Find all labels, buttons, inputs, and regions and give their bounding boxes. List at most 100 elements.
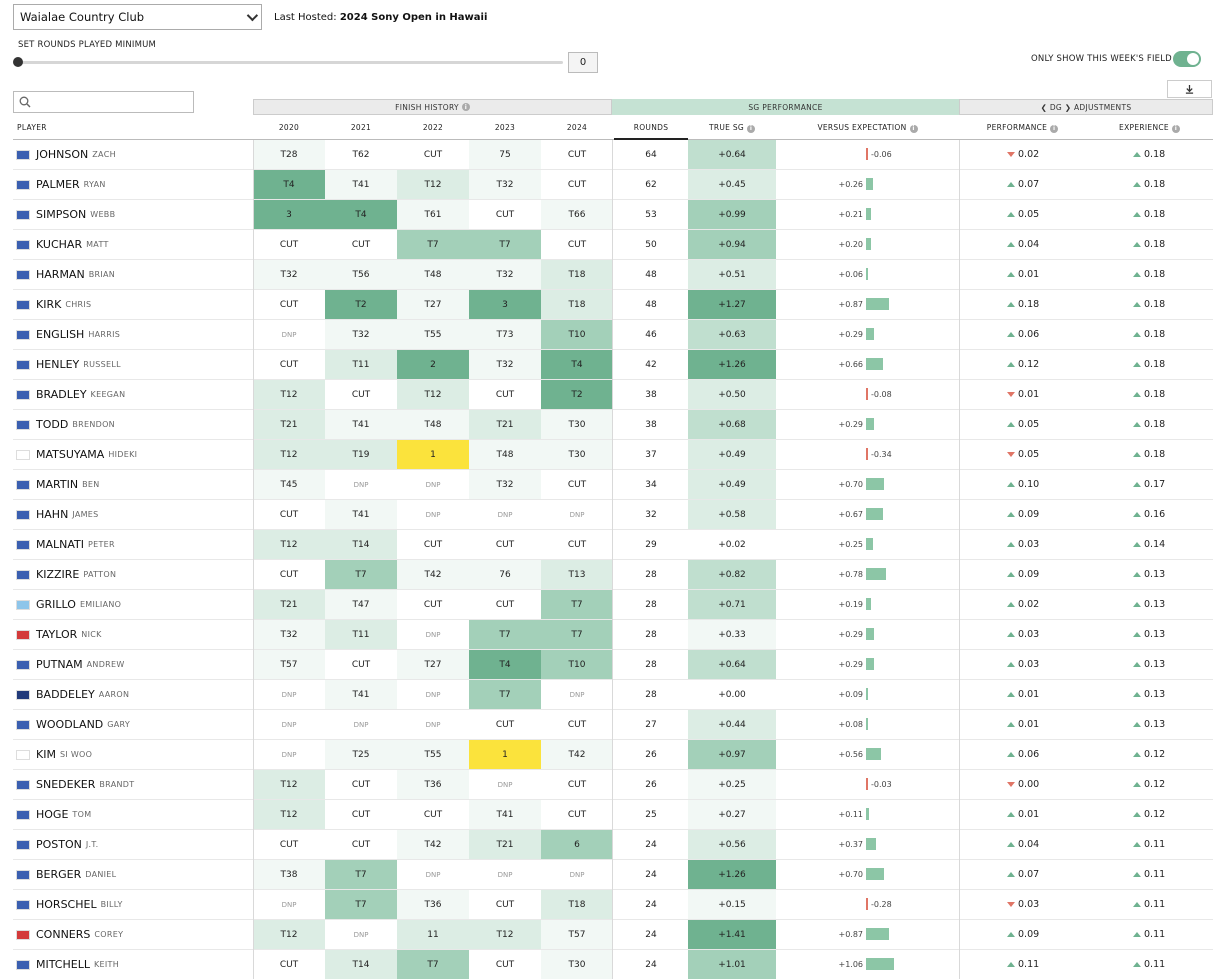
table-row[interactable]: TAYLOR NICK T32 T11 DNP T7 T7 28 +0.33 +0.29 0.03 0…: [13, 620, 1213, 650]
player-name[interactable]: BRADLEY KEEGAN: [36, 380, 125, 409]
table-row[interactable]: HENLEY RUSSELL CUT T11 2 T32 T4 42 +1.26 +0.66 0.1…: [13, 350, 1213, 380]
player-name[interactable]: TODD BRENDON: [36, 410, 115, 439]
finish-cell: T21: [469, 830, 541, 859]
col-2024[interactable]: 2024: [566, 123, 588, 132]
player-last-name: MITCHELL: [36, 958, 90, 971]
player-name[interactable]: POSTON J.T.: [36, 830, 98, 859]
player-search-input[interactable]: [13, 91, 194, 113]
player-name[interactable]: MARTIN BEN: [36, 470, 100, 499]
info-icon[interactable]: i: [461, 103, 470, 111]
col-2021[interactable]: 2021: [350, 123, 372, 132]
player-first-name: PATTON: [83, 570, 117, 579]
table-row[interactable]: MATSUYAMA HIDEKI T12 T19 1 T48 T30 37 +0.49 -0.34…: [13, 440, 1213, 470]
info-icon[interactable]: i: [909, 125, 918, 133]
col-player[interactable]: PLAYER: [17, 123, 47, 132]
table-row[interactable]: PUTNAM ANDREW T57 CUT T27 T4 T10 28 +0.64 +0.29 0.…: [13, 650, 1213, 680]
table-row[interactable]: MITCHELL KEITH CUT T14 T7 CUT T30 24 +1.01 +1.06 0…: [13, 950, 1213, 980]
player-name[interactable]: MITCHELL KEITH: [36, 950, 119, 979]
table-row[interactable]: WOODLAND GARY DNP DNP DNP CUT CUT 27 +0.44 +0.08 0…: [13, 710, 1213, 740]
table-row[interactable]: HOGE TOM T12 CUT CUT T41 CUT 25 +0.27 +0.11 0.01 0.…: [13, 800, 1213, 830]
info-icon[interactable]: i: [747, 125, 756, 133]
table-row[interactable]: BERGER DANIEL T38 T7 DNP DNP DNP 24 +1.26 +0.70 0.…: [13, 860, 1213, 890]
experience-value: 0.18: [1144, 179, 1166, 190]
table-row[interactable]: KUCHAR MATT CUT CUT T7 T7 CUT 50 +0.94 +0.20 0.04 0…: [13, 230, 1213, 260]
course-select[interactable]: Waialae Country Club: [13, 4, 262, 30]
table-row[interactable]: PALMER RYAN T4 T41 T12 T32 CUT 62 +0.45 +0.26 0.07…: [13, 170, 1213, 200]
field-toggle[interactable]: [1173, 51, 1201, 67]
col-2022[interactable]: 2022: [422, 123, 444, 132]
player-name[interactable]: BADDELEY AARON: [36, 680, 129, 709]
arrow-up-icon: [1007, 332, 1015, 337]
player-name[interactable]: SIMPSON WEBB: [36, 200, 115, 229]
player-name[interactable]: TAYLOR NICK: [36, 620, 102, 649]
table-row[interactable]: BRADLEY KEEGAN T12 CUT T12 CUT T2 38 +0.50 -0.08 0…: [13, 380, 1213, 410]
table-row[interactable]: BADDELEY AARON DNP T41 DNP T7 DNP 28 +0.00 +0.09 0…: [13, 680, 1213, 710]
player-name[interactable]: HORSCHEL BILLY: [36, 890, 123, 919]
player-name[interactable]: MATSUYAMA HIDEKI: [36, 440, 137, 469]
table-row[interactable]: HAHN JAMES CUT T41 DNP DNP DNP 32 +0.58 +0.67 0.09…: [13, 500, 1213, 530]
info-icon[interactable]: i: [1050, 125, 1059, 133]
table-row[interactable]: POSTON J.T. CUT CUT T42 T21 6 24 +0.56 +0.37 0.04 0…: [13, 830, 1213, 860]
player-name[interactable]: MALNATI PETER: [36, 530, 115, 559]
arrow-up-icon: [1133, 452, 1141, 457]
experience-value: 0.13: [1144, 659, 1166, 670]
table-row[interactable]: GRILLO EMILIANO T21 T47 CUT CUT T7 28 +0.71 +0.19…: [13, 590, 1213, 620]
player-name[interactable]: CONNERS COREY: [36, 920, 123, 949]
table-row[interactable]: JOHNSON ZACH T28 T62 CUT 75 CUT 64 +0.64 -0.06 0.0…: [13, 140, 1213, 170]
player-name[interactable]: KIRK CHRIS: [36, 290, 91, 319]
player-name[interactable]: KIZZIRE PATTON: [36, 560, 116, 589]
player-name[interactable]: HOGE TOM: [36, 800, 91, 829]
table-row[interactable]: MARTIN BEN T45 DNP DNP T32 CUT 34 +0.49 +0.70 0.10…: [13, 470, 1213, 500]
chevron-right-icon[interactable]: ❯: [1064, 102, 1072, 112]
player-name[interactable]: GRILLO EMILIANO: [36, 590, 121, 619]
performance-cell: 0.06: [1007, 320, 1039, 349]
rounds-slider-track[interactable]: [18, 61, 563, 64]
col-experience[interactable]: EXPERIENCE i: [1086, 118, 1213, 140]
finish-cell: CUT: [397, 530, 469, 559]
col-2023[interactable]: 2023: [494, 123, 516, 132]
player-name[interactable]: JOHNSON ZACH: [36, 140, 116, 169]
arrow-up-icon: [1133, 542, 1141, 547]
player-name[interactable]: HENLEY RUSSELL: [36, 350, 121, 379]
flag-icon: [16, 930, 30, 940]
rounds-slider-handle[interactable]: [13, 57, 23, 67]
table-row[interactable]: HARMAN BRIAN T32 T56 T48 T32 T18 48 +0.51 +0.06 0.…: [13, 260, 1213, 290]
player-name[interactable]: PUTNAM ANDREW: [36, 650, 125, 679]
player-name[interactable]: WOODLAND GARY: [36, 710, 130, 739]
table-row[interactable]: KIRK CHRIS CUT T2 T27 3 T18 48 +1.27 +0.87 0.18 0.1…: [13, 290, 1213, 320]
player-name[interactable]: PALMER RYAN: [36, 170, 106, 199]
table-row[interactable]: SNEDEKER BRANDT T12 CUT T36 DNP CUT 26 +0.25 -0.0…: [13, 770, 1213, 800]
player-name[interactable]: KUCHAR MATT: [36, 230, 109, 259]
table-row[interactable]: MALNATI PETER T12 T14 CUT CUT CUT 29 +0.02 +0.25 0…: [13, 530, 1213, 560]
player-name[interactable]: SNEDEKER BRANDT: [36, 770, 134, 799]
rounds-minimum-input[interactable]: 0: [568, 52, 598, 73]
col-performance[interactable]: PERFORMANCE i: [959, 118, 1086, 140]
table-row[interactable]: CONNERS COREY T12 DNP 11 T12 T57 24 +1.41 +0.87 0.…: [13, 920, 1213, 950]
divider: [959, 140, 960, 979]
download-button[interactable]: [1167, 80, 1212, 98]
player-name[interactable]: ENGLISH HARRIS: [36, 320, 120, 349]
col-versus-expectation[interactable]: VERSUS EXPECTATION i: [776, 118, 959, 140]
col-rounds[interactable]: ROUNDS: [614, 118, 688, 140]
true-sg-value: +0.15: [718, 899, 746, 910]
player-name[interactable]: HARMAN BRIAN: [36, 260, 115, 289]
rounds-value: 37: [645, 449, 657, 460]
vs-exp-bar: [866, 178, 873, 190]
player-name[interactable]: BERGER DANIEL: [36, 860, 116, 889]
info-icon[interactable]: i: [1171, 125, 1180, 133]
col-true-sg[interactable]: TRUE SG i: [688, 118, 776, 140]
table-row[interactable]: HORSCHEL BILLY DNP T7 T36 CUT T18 24 +0.15 -0.28 0…: [13, 890, 1213, 920]
col-2020[interactable]: 2020: [278, 123, 300, 132]
table-row[interactable]: SIMPSON WEBB 3 T4 T61 CUT T66 53 +0.99 +0.21 0.05 0…: [13, 200, 1213, 230]
finish-value: T12: [280, 779, 298, 790]
finish-value: T2: [571, 389, 583, 400]
table-row[interactable]: KIZZIRE PATTON CUT T7 T42 76 T13 28 +0.82 +0.78 0.…: [13, 560, 1213, 590]
table-row[interactable]: ENGLISH HARRIS DNP T32 T55 T73 T10 46 +0.63 +0.29…: [13, 320, 1213, 350]
player-name[interactable]: KIM SI WOO: [36, 740, 92, 769]
table-row[interactable]: TODD BRENDON T21 T41 T48 T21 T30 38 +0.68 +0.29 0.…: [13, 410, 1213, 440]
finish-value: T62: [352, 149, 370, 160]
table-row[interactable]: KIM SI WOO DNP T25 T55 1 T42 26 +0.97 +0.56 0.06 0.…: [13, 740, 1213, 770]
player-name[interactable]: HAHN JAMES: [36, 500, 99, 529]
finish-cell: DNP: [541, 680, 613, 709]
chevron-left-icon[interactable]: ❮: [1040, 102, 1048, 112]
